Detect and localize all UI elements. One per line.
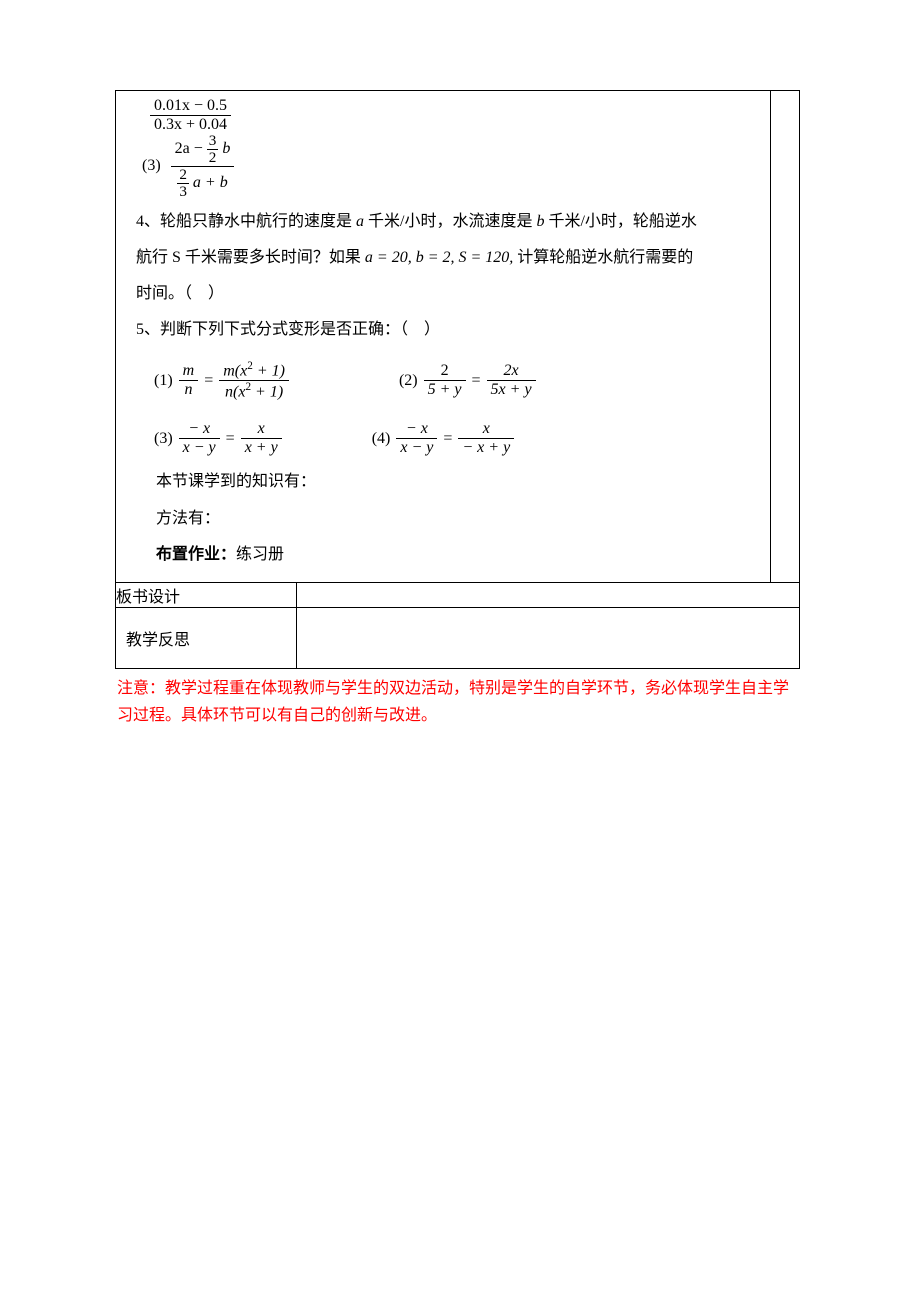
content-area: 0.01x − 0.5 0.3x + 0.04 (3) 2a − 3 2 b (116, 91, 770, 582)
q5-i2-lhs-num: 2 (424, 362, 466, 381)
q4-line1: 4、轮船只静水中航行的速度是 a 千米/小时，水流速度是 b 千米/小时，轮船逆… (136, 206, 758, 238)
item-3-num-right: b (222, 140, 230, 157)
item-3-label: (3) (142, 158, 161, 174)
hw-label: 布置作业： (156, 546, 236, 563)
q5-i1-rhs-den-a: n(x (225, 384, 245, 401)
q4-line3: 时间。（ ） (136, 278, 758, 310)
q5-i4-lhs-den: x − y (396, 439, 437, 457)
footnote-text: 注意：教学过程重在体现教师与学生的双边活动，特别是学生的自学环节，务必体现学生自… (115, 675, 800, 729)
q4-eq: a = 20, b = 2, S = 120, (365, 249, 513, 266)
frac-top-num: 0.01x − 0.5 (150, 97, 231, 116)
item-3-den-right: a + b (193, 174, 228, 191)
q5-i3-lhs-num: − x (179, 420, 220, 439)
q5-i3-rhs-num: x (241, 420, 282, 439)
equals-icon: = (226, 426, 235, 452)
q5-i1-rhs-num: m(x2 + 1) (219, 360, 289, 382)
outer-table: 0.01x − 0.5 0.3x + 0.04 (3) 2a − 3 2 b (115, 90, 800, 669)
q5-i4-lhs-num: − x (396, 420, 437, 439)
q5-i2-lhs-den: 5 + y (424, 381, 466, 399)
q5-item-2: (2) 2 5 + y = 2x 5x + y (399, 362, 536, 400)
item-3-num-mini-den: 2 (207, 150, 219, 166)
q5-i4-label: (4) (372, 426, 391, 452)
q5-i2-label: (2) (399, 368, 418, 394)
equals-icon: = (472, 368, 481, 394)
item-3-num: 2a − 3 2 b (171, 133, 235, 167)
item-3-den-mini-den: 3 (177, 184, 189, 200)
q4-l2a: 航行 S 千米需要多长时间？如果 (136, 249, 361, 266)
item-3-num-mini-num: 3 (207, 133, 219, 150)
q4-l1b: 千米/小时，水流速度是 (368, 213, 532, 230)
q5-item-1: (1) m n = m(x2 + 1) n(x2 + 1) (154, 360, 289, 402)
board-design-content (297, 583, 800, 608)
page: 0.01x − 0.5 0.3x + 0.04 (3) 2a − 3 2 b (0, 0, 920, 790)
summary-methods: 方法有： (156, 505, 758, 534)
q5-i2-rhs-den: 5x + y (487, 381, 536, 399)
q5-i1-lhs-num: m (179, 362, 199, 381)
q5-item-3: (3) − x x − y = x x + y (154, 420, 282, 458)
q5-i4-rhs-num: x (458, 420, 514, 439)
q5-i1-rhs-den-b: + 1) (251, 384, 283, 401)
fraction-top: 0.01x − 0.5 0.3x + 0.04 (150, 97, 758, 135)
item-3-num-left: 2a − (175, 140, 203, 157)
q5-row-1: (1) m n = m(x2 + 1) n(x2 + 1) (154, 360, 758, 402)
right-margin-cell (771, 91, 800, 583)
summary-homework: 布置作业：练习册 (156, 541, 758, 570)
q5-i3-label: (3) (154, 426, 173, 452)
q5-i1-label: (1) (154, 368, 173, 394)
q5-i4-rhs-den: − x + y (458, 439, 514, 457)
q5-i3-rhs-den: x + y (241, 439, 282, 457)
q5-i1-lhs-den: n (179, 381, 199, 399)
main-content-cell: 0.01x − 0.5 0.3x + 0.04 (3) 2a − 3 2 b (116, 91, 771, 583)
reflection-label: 教学反思 (116, 608, 297, 669)
q4-var-b: b (536, 213, 544, 230)
item-3: (3) 2a − 3 2 b 2 3 (142, 133, 758, 200)
equals-icon: = (204, 368, 213, 394)
q5-stem: 5、判断下列下式分式变形是否正确：（ ） (136, 314, 758, 346)
reflection-content (297, 608, 800, 669)
summary-knowledge: 本节课学到的知识有： (156, 468, 758, 497)
q5-i1-rhs-den: n(x2 + 1) (219, 381, 289, 402)
q5-item-4: (4) − x x − y = x − x + y (372, 420, 514, 458)
q5-i1-rhs-num-a: m(x (223, 362, 247, 379)
hw-value: 练习册 (236, 546, 284, 563)
equals-icon: = (443, 426, 452, 452)
q4-l2b: 计算轮船逆水航行需要的 (517, 249, 693, 266)
item-3-den-mini-num: 2 (177, 167, 189, 184)
board-design-label: 板书设计 (116, 583, 297, 608)
q4-var-a: a (356, 213, 364, 230)
q5-row-2: (3) − x x − y = x x + y (4) − x x − (154, 420, 758, 458)
q4-l1a: 4、轮船只静水中航行的速度是 (136, 213, 352, 230)
item-3-den: 2 3 a + b (171, 167, 235, 200)
q5-i3-lhs-den: x − y (179, 439, 220, 457)
q5-i2-rhs-num: 2x (487, 362, 536, 381)
q4-line2: 航行 S 千米需要多长时间？如果 a = 20, b = 2, S = 120,… (136, 242, 758, 274)
q5-i1-rhs-num-b: + 1) (253, 362, 285, 379)
q4-l1c: 千米/小时，轮船逆水 (548, 213, 696, 230)
